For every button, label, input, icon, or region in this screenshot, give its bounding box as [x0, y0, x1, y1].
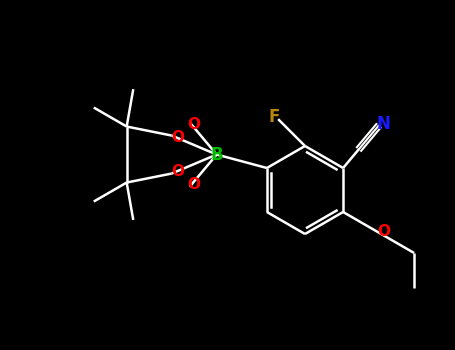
Text: O: O [187, 177, 200, 192]
Text: N: N [377, 115, 390, 133]
Text: B: B [210, 146, 223, 163]
Text: O: O [187, 117, 200, 132]
Text: O: O [171, 164, 184, 179]
Text: F: F [268, 108, 280, 126]
Text: O: O [171, 130, 184, 145]
Text: O: O [377, 224, 390, 239]
